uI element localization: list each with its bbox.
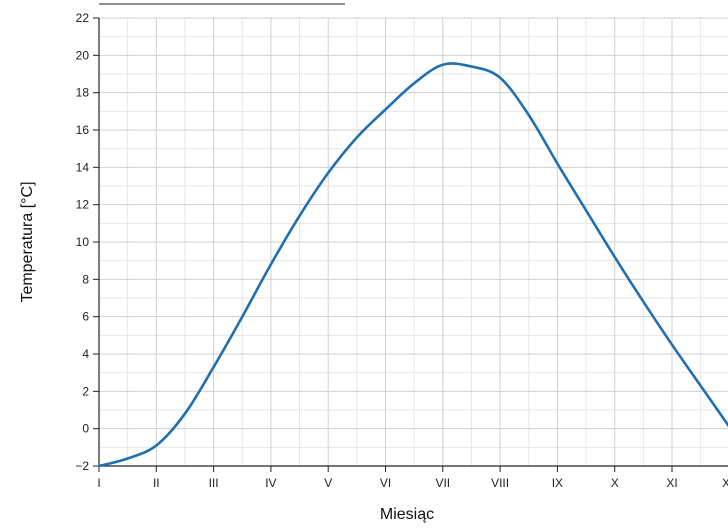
y-tick-label: 6 xyxy=(82,310,89,324)
x-tick-label: IX xyxy=(552,476,563,490)
x-tick-label: VIII xyxy=(491,476,509,490)
x-axis-label: Miesiąc xyxy=(380,506,434,523)
x-tick-label: IV xyxy=(265,476,276,490)
y-tick-label: 2 xyxy=(82,384,89,398)
y-tick-label: 4 xyxy=(82,347,89,361)
x-tick-label: XI xyxy=(666,476,677,490)
x-axis-ticks: IIIIIIIVVVIVIIVIIIIXXXIXII xyxy=(97,466,728,490)
x-tick-label: X xyxy=(611,476,619,490)
x-tick-label: VI xyxy=(380,476,391,490)
temperature-series-line xyxy=(97,62,728,468)
x-tick-label: V xyxy=(324,476,332,490)
y-tick-label: 14 xyxy=(76,160,90,174)
x-tick-label: I xyxy=(97,476,100,490)
major-grid xyxy=(99,17,728,466)
y-axis-label: Temperatura [°C] xyxy=(19,181,36,302)
y-tick-label: 10 xyxy=(76,235,90,249)
y-tick-label: −2 xyxy=(75,459,89,473)
y-tick-label: 0 xyxy=(82,422,89,436)
y-tick-label: 12 xyxy=(76,198,90,212)
x-tick-label: II xyxy=(153,476,160,490)
y-tick-label: 8 xyxy=(82,272,89,286)
x-tick-label: III xyxy=(209,476,219,490)
y-tick-label: 18 xyxy=(76,86,90,100)
y-tick-label: 16 xyxy=(76,123,90,137)
x-tick-label: XII xyxy=(722,476,728,490)
y-tick-label: 20 xyxy=(76,48,90,62)
y-axis-ticks: −2 0 2 4 6 8 10 12 14 16 18 20 22 xyxy=(75,11,99,473)
y-tick-label: 22 xyxy=(76,11,90,25)
x-tick-label: VII xyxy=(435,476,450,490)
